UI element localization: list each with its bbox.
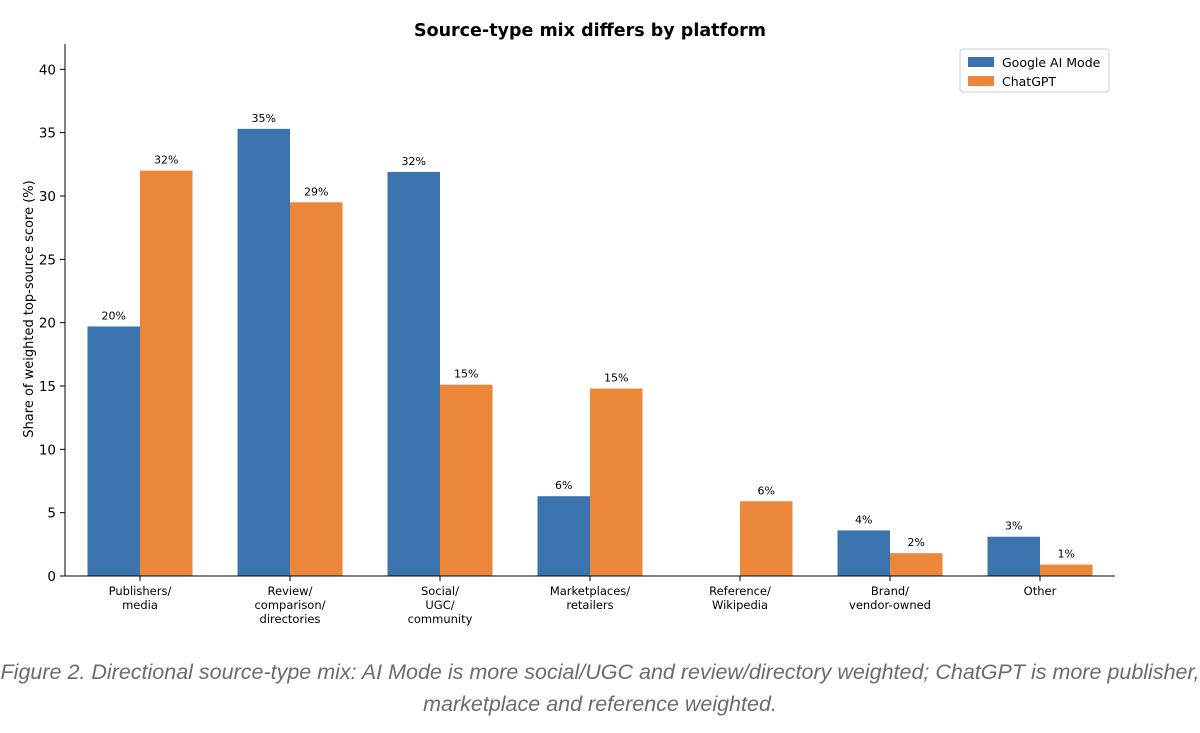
x-tick-label: Review/comparison/directories [254,584,325,626]
y-tick-label: 10 [39,442,56,458]
legend-label: ChatGPT [1002,74,1056,89]
x-tick-label-line: Brand/ [871,584,909,598]
y-axis-label: Share of weighted top-source score (%) [22,180,37,437]
x-tick-label: Social/UGC/community [408,584,473,626]
legend-label: Google AI Mode [1002,55,1101,70]
data-label: 6% [555,479,572,492]
data-label: 29% [304,185,328,198]
x-tick-label-line: Wikipedia [712,598,768,612]
data-label: 32% [402,155,426,168]
y-tick-label: 15 [39,379,56,395]
bar-chatgpt-2 [440,384,493,576]
data-label: 15% [604,372,628,385]
x-tick-label: Marketplaces/retailers [550,584,630,612]
figure-caption: Figure 2. Directional source-type mix: A… [0,656,1200,720]
x-tick-label-line: Reference/ [709,584,771,598]
bar-chatgpt-5 [890,553,943,576]
x-tick-label: Brand/vendor-owned [849,584,931,612]
bar-google-ai-mode-1 [237,128,290,576]
data-label: 3% [1005,520,1022,533]
data-label: 4% [855,513,872,526]
bar-chatgpt-6 [1040,564,1093,576]
y-tick-label: 5 [47,506,56,522]
x-tick-label-line: Social/ [421,584,459,598]
legend-swatch-google-ai-mode [968,57,994,67]
bar-chatgpt-3 [590,388,643,576]
x-tick-label-line: Publishers/ [109,584,172,598]
data-label: 2% [908,536,925,549]
x-tick-label-line: media [122,598,158,612]
data-label: 35% [252,112,276,125]
bar-google-ai-mode-6 [987,536,1040,576]
bar-chart: Source-type mix differs by platform Shar… [22,21,1115,626]
data-label: 20% [102,309,126,322]
y-tick-label: 25 [39,252,56,268]
y-tick-label: 35 [39,126,56,142]
bar-chatgpt-1 [290,202,343,577]
y-tick-label: 0 [47,569,56,585]
bar-chatgpt-0 [140,170,193,576]
x-tick-label-line: directories [260,612,321,626]
y-tick-label: 40 [39,62,56,78]
x-tick-label-line: comparison/ [254,598,325,612]
x-tick-label-line: UGC/ [425,598,454,612]
x-tick-label: Reference/Wikipedia [709,584,771,612]
caption-line-2: marketplace and reference weighted. [423,692,777,716]
legend-box [959,48,1110,93]
x-tick-label-line: community [408,612,473,626]
x-tick-label-line: Other [1024,584,1057,598]
bar-google-ai-mode-2 [387,171,440,576]
x-tick-label: Publishers/media [109,584,172,612]
x-tick-label-line: vendor-owned [849,598,931,612]
bar-google-ai-mode-5 [837,530,890,576]
data-label: 6% [758,484,775,497]
bar-google-ai-mode-0 [87,326,140,576]
y-tick-label: 20 [39,316,56,332]
y-tick-label: 30 [39,189,56,205]
data-label: 1% [1058,548,1075,561]
data-label: 15% [454,368,478,381]
legend-swatch-chatgpt [968,76,994,86]
x-tick-label-line: Review/ [268,584,313,598]
data-label: 32% [154,154,178,167]
x-tick-label-line: Marketplaces/ [550,584,630,598]
bar-chatgpt-4 [740,501,793,576]
x-tick-label: Other [1024,584,1057,598]
bar-google-ai-mode-3 [537,496,590,576]
x-tick-label-line: retailers [566,598,613,612]
chart-title: Source-type mix differs by platform [414,21,766,41]
caption-line-1: Figure 2. Directional source-type mix: A… [0,660,1200,684]
